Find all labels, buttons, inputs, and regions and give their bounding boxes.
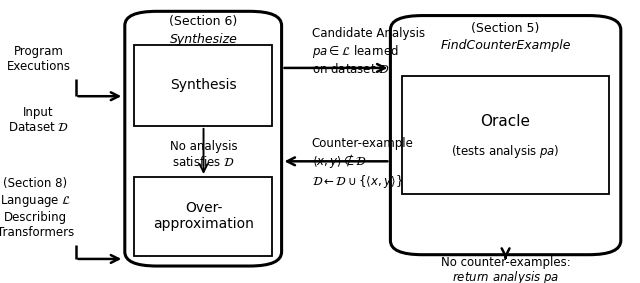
Text: Input
Dataset $\mathcal{D}$: Input Dataset $\mathcal{D}$ [8,106,69,134]
Text: return analysis $pa$: return analysis $pa$ [452,269,559,283]
Text: $pa \in \mathcal{L}$ learned: $pa \in \mathcal{L}$ learned [312,43,399,60]
Text: Over-
approximation: Over- approximation [153,201,254,231]
Bar [134,177,272,256]
Text: (Section 5): (Section 5) [472,22,540,35]
Text: (tests analysis $pa$): (tests analysis $pa$) [451,143,560,160]
FancyBboxPatch shape [390,16,621,255]
Text: (Section 8)
Language $\mathcal{L}$
Describing
Transformers: (Section 8) Language $\mathcal{L}$ Descr… [0,177,74,239]
Text: Program
Executions: Program Executions [6,46,70,73]
Text: No analysis
satisfies $\mathcal{D}$: No analysis satisfies $\mathcal{D}$ [170,140,237,169]
Text: (Section 6): (Section 6) [170,15,237,28]
Text: Candidate Analysis: Candidate Analysis [312,27,425,40]
Text: Synthesize: Synthesize [170,33,237,46]
Text: Counter-example: Counter-example [312,137,413,150]
Text: No counter-examples:: No counter-examples: [441,256,570,269]
Text: $\langle x,y\rangle \notin \mathcal{D}$: $\langle x,y\rangle \notin \mathcal{D}$ [312,152,367,170]
Text: FindCounterExample: FindCounterExample [440,39,571,52]
Bar [134,45,272,126]
Bar [402,76,609,194]
Text: Synthesis: Synthesis [170,78,237,92]
Text: Oracle: Oracle [481,114,531,129]
Text: $\mathcal{D} \leftarrow \mathcal{D} \cup \{\langle x,y\rangle\}$: $\mathcal{D} \leftarrow \mathcal{D} \cup… [312,173,403,190]
FancyBboxPatch shape [125,11,282,266]
Text: on dataset $\mathcal{D}$: on dataset $\mathcal{D}$ [312,62,390,76]
